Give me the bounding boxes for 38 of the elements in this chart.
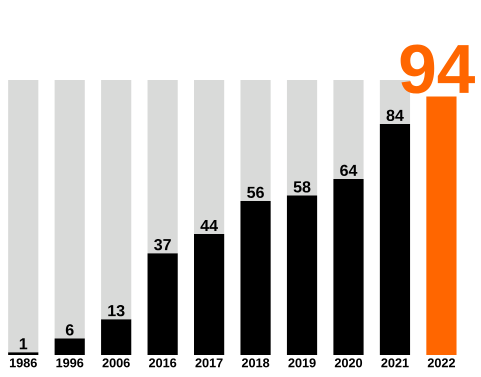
bar [286, 195, 318, 355]
x-tick-label: 2021 [381, 358, 409, 368]
x-tick-label: 2018 [242, 358, 270, 368]
x-tick-label: 2020 [334, 358, 362, 368]
data-label: 6 [66, 324, 74, 336]
bar [333, 178, 364, 355]
bar [101, 319, 132, 355]
bar [148, 80, 178, 254]
bar [8, 352, 38, 355]
data-label: 84 [386, 110, 404, 122]
bar [8, 80, 38, 352]
bar [194, 80, 224, 234]
bar [240, 80, 271, 201]
data-label: 44 [200, 220, 218, 232]
x-tick-label: 2006 [102, 358, 130, 368]
x-tick-label: 1986 [10, 358, 37, 368]
x-tick-label: 1996 [56, 358, 84, 368]
data-label: 94 [400, 44, 475, 94]
data-label: 56 [247, 186, 264, 198]
x-tick-label: 2019 [288, 358, 316, 368]
bar [148, 253, 178, 355]
bar [54, 80, 85, 338]
bar [426, 96, 457, 355]
bar [101, 80, 132, 320]
x-tick-label: 2016 [148, 358, 176, 368]
data-label: 64 [340, 164, 358, 176]
data-label: 1 [20, 338, 28, 350]
x-tick-label: 2022 [428, 358, 456, 368]
bar [380, 124, 410, 355]
bar [333, 80, 364, 179]
bar [54, 338, 85, 355]
data-label: 37 [154, 238, 171, 250]
x-tick-label: 2017 [195, 358, 223, 368]
data-label: 58 [294, 181, 310, 193]
bar [286, 80, 318, 196]
bar [194, 234, 224, 355]
bar [240, 200, 271, 355]
data-label: 13 [108, 304, 124, 316]
